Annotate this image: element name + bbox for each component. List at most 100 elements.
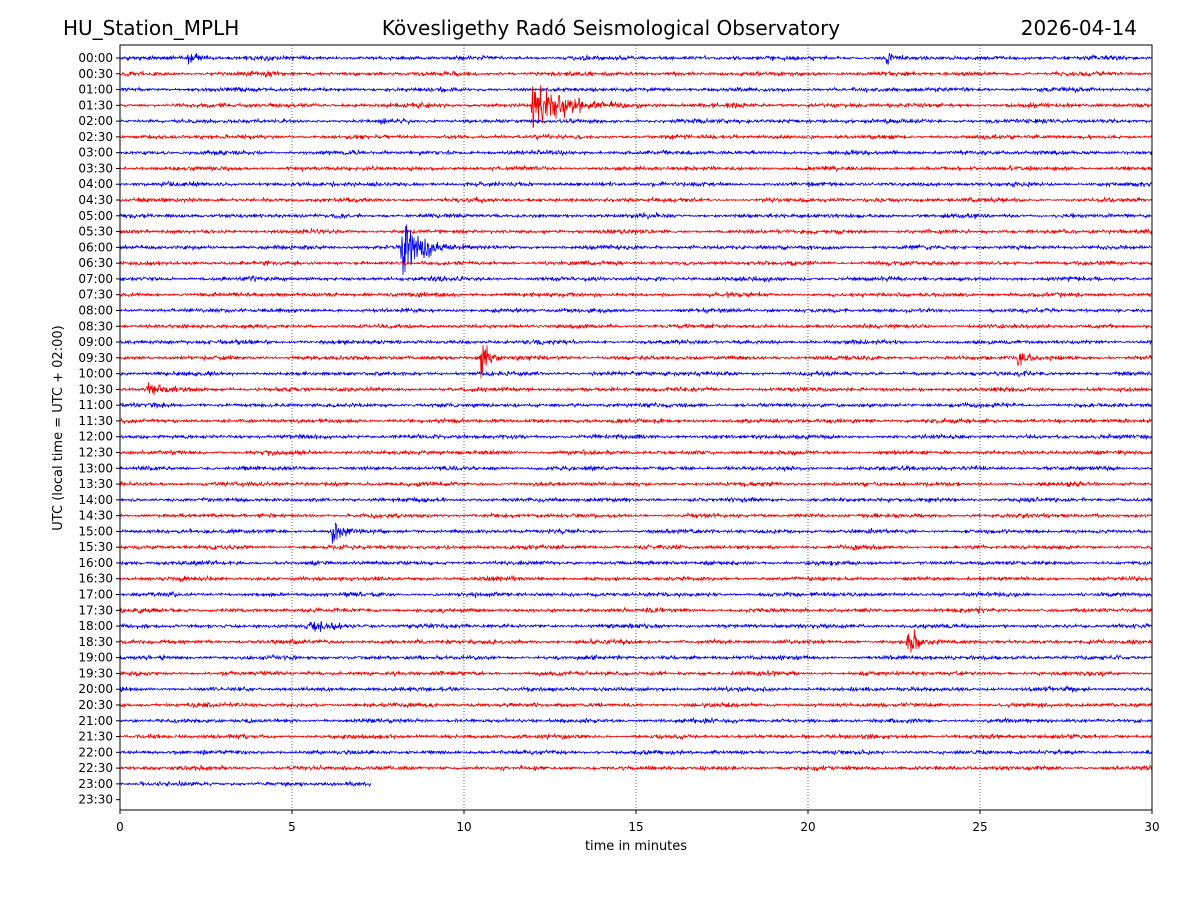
trace-2200 [119,748,1153,757]
y-tick-label-24: 12:00 [78,430,113,444]
y-tick-label-6: 03:00 [78,146,113,160]
trace-1700 [119,590,1153,599]
y-tick-label-9: 04:30 [78,193,113,207]
y-tick-label-16: 08:00 [78,303,113,317]
trace-1900 [119,653,1153,662]
title-observatory: Kövesligethy Radó Seismological Observat… [382,16,840,40]
trace-1200 [119,433,1153,441]
trace-1100 [119,401,1153,410]
trace-1300 [119,464,1153,473]
y-tick-label-38: 19:00 [78,651,113,665]
y-tick-label-34: 17:00 [78,588,113,602]
trace-0330 [119,164,1153,173]
y-tick-label-37: 18:30 [78,635,113,649]
y-tick-label-28: 14:00 [78,493,113,507]
trace-1830 [119,629,1153,653]
y-tick-label-35: 17:30 [78,603,113,617]
y-tick-label-44: 22:00 [78,745,113,759]
y-tick-label-10: 05:00 [78,209,113,223]
trace-2100 [119,716,1153,725]
trace-1230 [119,449,1153,457]
y-tick-label-7: 03:30 [78,161,113,175]
x-tick-label-15: 15 [628,820,643,834]
trace-0300 [119,149,1153,157]
y-tick-label-27: 13:30 [78,477,113,491]
y-tick-label-41: 20:30 [78,698,113,712]
trace-2030 [119,701,1153,709]
y-axis-label: UTC (local time = UTC + 02:00) [51,325,66,530]
x-tick-label-20: 20 [800,820,815,834]
title-station: HU_Station_MPLH [63,16,239,40]
y-tick-label-19: 09:30 [78,351,113,365]
trace-1000 [119,369,1153,378]
trace-0230 [119,133,1153,141]
trace-0030 [119,69,1153,79]
trace-0900 [119,338,1153,346]
y-tick-label-18: 09:00 [78,335,113,349]
y-tick-label-26: 13:00 [78,461,113,475]
trace-1430 [119,511,1153,520]
y-tick-label-1: 00:30 [78,67,113,81]
x-tick-label-0: 0 [116,820,124,834]
y-tick-label-42: 21:00 [78,714,113,728]
trace-1530 [119,543,1153,551]
y-tick-label-12: 06:00 [78,240,113,254]
trace-0700 [119,274,1153,284]
y-tick-label-15: 07:30 [78,288,113,302]
trace-0730 [119,290,1153,299]
trace-0530 [119,227,1153,236]
y-tick-label-29: 14:30 [78,509,113,523]
trace-0930 [119,345,1153,379]
trace-0500 [119,211,1153,221]
y-tick-label-43: 21:30 [78,730,113,744]
trace-0200 [119,117,1152,126]
y-tick-label-20: 10:00 [78,367,113,381]
y-tick-label-47: 23:30 [78,793,113,807]
y-tick-label-2: 01:00 [78,83,113,97]
trace-1330 [119,480,1153,488]
trace-1630 [119,574,1153,583]
y-tick-label-25: 12:30 [78,446,113,460]
trace-1600 [119,559,1153,567]
y-tick-label-17: 08:30 [78,319,113,333]
trace-0430 [119,196,1153,204]
y-tick-label-5: 02:30 [78,130,113,144]
trace-2130 [119,732,1152,741]
y-tick-label-32: 16:00 [78,556,113,570]
trace-1500 [119,522,1153,544]
trace-1800 [119,621,1153,633]
y-tick-label-14: 07:00 [78,272,113,286]
trace-2000 [119,684,1153,694]
x-axis-label: time in minutes [585,839,687,854]
y-tick-label-23: 11:30 [78,414,113,428]
y-tick-label-36: 18:00 [78,619,113,633]
trace-2300 [119,779,372,788]
y-tick-label-33: 16:30 [78,572,113,586]
x-axis-ticks: 0 5 10 15 20 25 30 [116,810,1160,834]
trace-1730 [119,606,1153,615]
trace-0800 [119,306,1153,315]
y-tick-label-39: 19:30 [78,666,113,680]
y-tick-label-31: 15:30 [78,540,113,554]
trace-2230 [119,763,1153,772]
y-tick-label-22: 11:00 [78,398,113,412]
y-tick-label-40: 20:00 [78,682,113,696]
trace-0630 [119,259,1153,267]
trace-0830 [119,322,1153,330]
trace-0100 [119,85,1153,94]
x-tick-label-5: 5 [288,820,296,834]
y-tick-label-21: 10:30 [78,382,113,396]
trace-0600 [119,224,1153,276]
y-tick-label-11: 05:30 [78,225,113,239]
y-tick-label-13: 06:30 [78,256,113,270]
x-tick-label-30: 30 [1144,820,1159,834]
x-tick-label-25: 25 [972,820,987,834]
title-date: 2026-04-14 [1021,16,1137,40]
x-tick-label-10: 10 [456,820,471,834]
trace-1130 [119,417,1153,425]
trace-1030 [120,382,1153,396]
y-tick-label-0: 00:00 [78,51,113,65]
